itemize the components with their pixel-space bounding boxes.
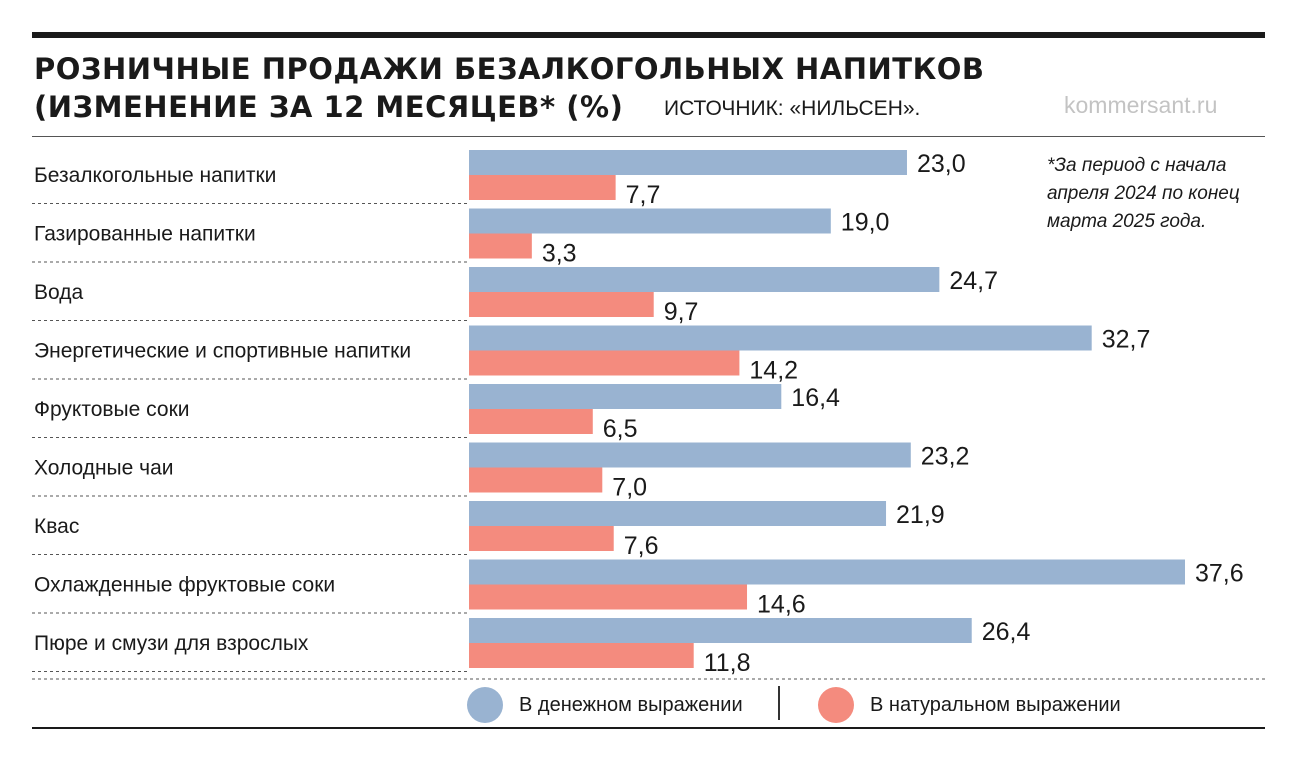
header-rule (32, 136, 1265, 137)
value-label-volume: 14,6 (757, 591, 806, 619)
chart-title: РОЗНИЧНЫЕ ПРОДАЖИ БЕЗАЛКОГОЛЬНЫХ НАПИТКО… (34, 52, 985, 86)
value-label-money: 24,7 (949, 267, 998, 295)
value-label-money: 32,7 (1102, 326, 1151, 354)
value-label-volume: 6,5 (603, 415, 638, 443)
value-label-money: 23,2 (921, 443, 970, 471)
value-label-volume: 9,7 (664, 298, 699, 326)
bar-money (469, 325, 1092, 351)
bar-money (469, 442, 911, 468)
bar-volume (469, 643, 694, 668)
value-label-money: 16,4 (791, 384, 840, 412)
brand-watermark: kommersant.ru (1064, 92, 1218, 118)
value-label-money: 23,0 (917, 150, 966, 178)
category-label: Безалкогольные напитки (34, 164, 276, 187)
bar-volume (469, 467, 603, 493)
bottom-rule (32, 727, 1265, 729)
value-label-money: 19,0 (841, 209, 890, 237)
value-label-volume: 11,8 (704, 649, 751, 677)
value-label-volume: 14,2 (749, 357, 798, 385)
bar-money (469, 384, 782, 409)
bar-volume (469, 584, 748, 610)
bar-volume (469, 350, 740, 376)
bar-money (469, 559, 1185, 585)
category-label: Вода (34, 281, 83, 304)
bar-money (469, 150, 907, 175)
legend: В денежном выражении В натуральном выраж… (0, 686, 1295, 723)
legend-divider (778, 686, 780, 720)
bar-money (469, 501, 887, 526)
value-label-money: 21,9 (896, 501, 945, 529)
category-label: Газированные напитки (34, 223, 256, 246)
category-label: Холодные чаи (34, 457, 174, 480)
category-label: Квас (34, 515, 79, 538)
bar-money (469, 267, 940, 292)
legend-volume-label: В натуральном выражении (870, 694, 1121, 716)
value-label-volume: 7,7 (626, 181, 661, 209)
bar-volume (469, 526, 614, 551)
top-rule (32, 32, 1265, 38)
category-label: Фруктовые соки (34, 398, 190, 421)
category-label: Охлажденные фруктовые соки (34, 574, 335, 597)
value-label-volume: 3,3 (542, 240, 577, 268)
chart-title-line-2: (ИЗМЕНЕНИЕ ЗА 12 МЕСЯЦЕВ* (%) (34, 90, 624, 124)
bar-money (469, 618, 972, 643)
bar-volume (469, 175, 616, 200)
category-label: Пюре и смузи для взрослых (34, 632, 309, 655)
legend-money-swatch (467, 687, 503, 723)
footnote: *За период с начала апреля 2024 по конец… (1047, 155, 1240, 232)
value-label-money: 26,4 (982, 618, 1031, 646)
legend-volume-swatch (818, 687, 854, 723)
bar-volume (469, 409, 593, 434)
category-label: Энергетические и спортивные напитки (34, 340, 411, 363)
source-note: ИСТОЧНИК: «НИЛЬСЕН». (664, 97, 921, 120)
bar-money (469, 208, 831, 234)
bar-volume (469, 292, 654, 317)
value-label-volume: 7,6 (624, 532, 659, 560)
value-label-money: 37,6 (1195, 560, 1244, 588)
value-label-volume: 7,0 (612, 474, 647, 502)
bar-volume (469, 233, 532, 259)
legend-money-label: В денежном выражении (519, 694, 743, 716)
